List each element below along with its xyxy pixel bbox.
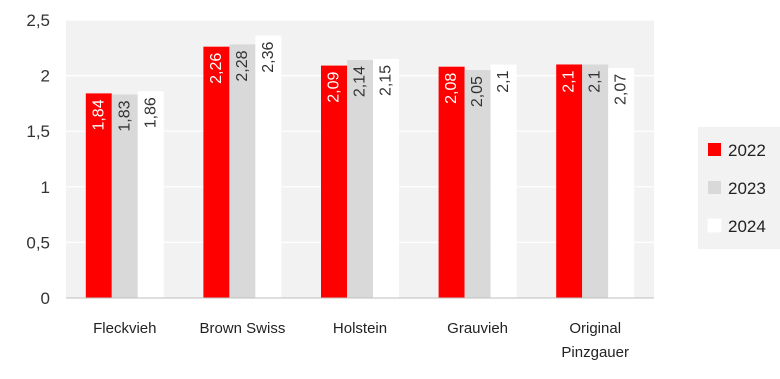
bar-2022 bbox=[556, 64, 583, 298]
data-label: 2,36 bbox=[260, 41, 277, 72]
bar-2024 bbox=[255, 35, 282, 299]
bar-2023 bbox=[111, 94, 138, 298]
bar-2024 bbox=[137, 91, 164, 298]
bar-2022 bbox=[438, 66, 465, 298]
y-tick-label: 2 bbox=[41, 67, 50, 86]
bar-2023 bbox=[347, 60, 373, 299]
data-label: 2,28 bbox=[234, 50, 251, 81]
legend-swatch-2022 bbox=[708, 143, 721, 156]
data-label: 2,1 bbox=[587, 70, 604, 92]
data-label: 2,1 bbox=[561, 70, 578, 92]
bar-2024 bbox=[490, 64, 517, 298]
x-tick-label: Original bbox=[569, 320, 621, 337]
x-tick-label: Brown Swiss bbox=[199, 320, 285, 337]
bar-2023 bbox=[229, 44, 256, 298]
legend-swatch-2023 bbox=[708, 181, 721, 194]
bar-2024 bbox=[373, 58, 399, 298]
data-label: 2,26 bbox=[208, 53, 225, 84]
bar-2024 bbox=[608, 67, 635, 298]
y-tick-label: 2,5 bbox=[26, 11, 50, 30]
x-tick-label: Pinzgauer bbox=[561, 344, 629, 361]
legend-label: 2023 bbox=[728, 179, 766, 198]
x-tick-label: Grauvieh bbox=[447, 320, 508, 337]
data-label: 2,08 bbox=[443, 73, 460, 104]
y-tick-label: 0 bbox=[41, 289, 50, 308]
bar-2023 bbox=[582, 64, 609, 298]
bar-2022 bbox=[85, 93, 112, 298]
bar-2023 bbox=[464, 70, 491, 298]
legend-swatch-2024 bbox=[707, 218, 722, 233]
data-label: 2,05 bbox=[469, 76, 486, 107]
data-label: 2,14 bbox=[352, 66, 369, 97]
x-tick-label: Holstein bbox=[333, 320, 387, 337]
data-label: 2,07 bbox=[613, 74, 630, 105]
data-label: 1,86 bbox=[142, 97, 159, 128]
data-label: 2,1 bbox=[495, 70, 512, 92]
legend-label: 2022 bbox=[728, 141, 766, 160]
bar-2022 bbox=[203, 46, 230, 298]
y-tick-label: 0,5 bbox=[26, 233, 50, 252]
data-label: 2,15 bbox=[378, 65, 395, 96]
y-tick-label: 1,5 bbox=[26, 122, 50, 141]
bar-2022 bbox=[321, 65, 347, 298]
data-label: 1,84 bbox=[90, 99, 107, 130]
legend-label: 2024 bbox=[728, 217, 766, 236]
data-label: 1,83 bbox=[116, 100, 133, 131]
x-tick-label: Fleckvieh bbox=[93, 320, 156, 337]
data-label: 2,09 bbox=[326, 71, 343, 102]
y-tick-label: 1 bbox=[41, 178, 50, 197]
